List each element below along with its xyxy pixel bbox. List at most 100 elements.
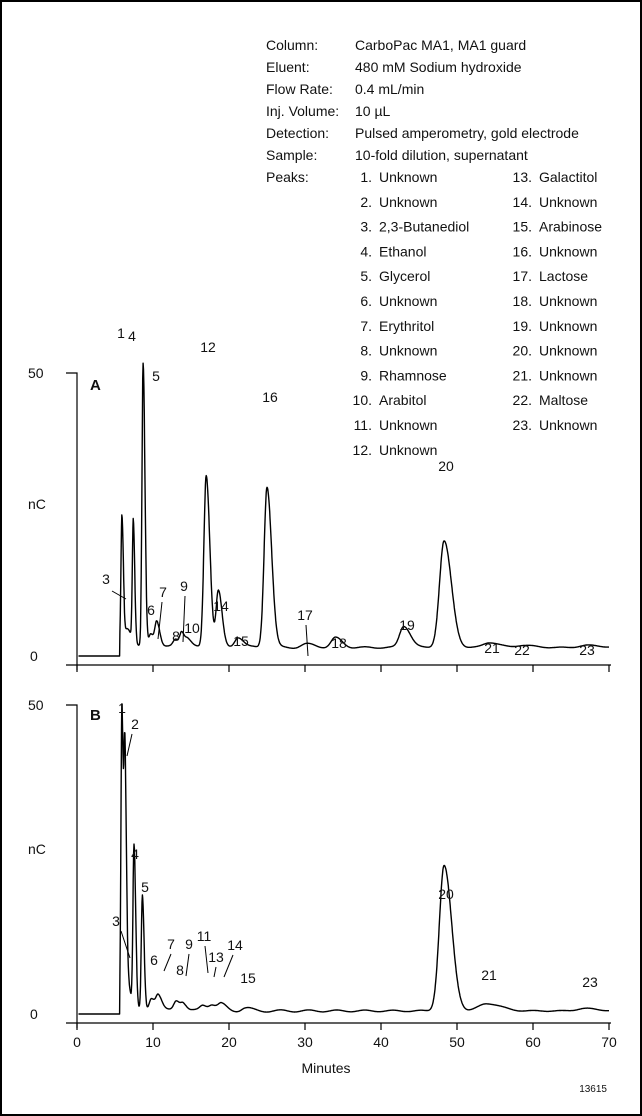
- peak-label: 8: [172, 628, 180, 644]
- peak-number: 17.: [513, 268, 532, 284]
- peak-label: 3: [102, 571, 110, 587]
- peak-name: Unknown: [379, 442, 437, 458]
- peak-label: 5: [141, 879, 149, 895]
- peak-label: 15: [233, 633, 249, 649]
- peak-number: 19.: [513, 318, 532, 334]
- x-tick-label: 30: [297, 1034, 313, 1050]
- x-tick-label: 70: [601, 1034, 617, 1050]
- peak-name: Unknown: [379, 343, 437, 359]
- peak-leader-line: [204, 945, 209, 974]
- x-tick-label: 50: [449, 1034, 465, 1050]
- y-tick-label: 50: [28, 365, 44, 381]
- peak-label: 22: [514, 642, 530, 658]
- peak-name: Unknown: [539, 343, 597, 359]
- peak-leader-line: [120, 930, 131, 959]
- figure-id: 13615: [579, 1084, 607, 1095]
- condition-label: Sample:: [266, 147, 317, 163]
- y-tick-label: 0: [30, 648, 38, 664]
- peak-name: Unknown: [539, 318, 597, 334]
- peak-name: 2,3-Butanediol: [379, 219, 469, 235]
- peak-label: 23: [579, 642, 595, 658]
- condition-value: Pulsed amperometry, gold electrode: [355, 125, 579, 141]
- peak-name: Ethanol: [379, 243, 426, 259]
- peak-number: 6.: [360, 293, 372, 309]
- peak-label: 10: [184, 620, 200, 636]
- peak-leader-line: [182, 595, 186, 643]
- peak-leader-line: [213, 966, 217, 978]
- peak-label: 7: [167, 936, 175, 952]
- peak-name: Rhamnose: [379, 367, 447, 383]
- x-tick-label: 60: [525, 1034, 541, 1050]
- peak-label: 7: [159, 584, 167, 600]
- peak-name: Unknown: [539, 194, 597, 210]
- peak-label: 5: [152, 368, 160, 384]
- peak-name: Unknown: [379, 293, 437, 309]
- peak-number: 1.: [360, 169, 372, 185]
- peak-leader-line: [163, 953, 172, 972]
- condition-value: CarboPac MA1, MA1 guard: [355, 37, 526, 53]
- peak-label: 14: [213, 598, 229, 614]
- peak-label: 19: [399, 617, 415, 633]
- peak-number: 20.: [513, 343, 532, 359]
- condition-value: 480 mM Sodium hydroxide: [355, 59, 522, 75]
- panel-label: A: [90, 377, 101, 394]
- peak-name: Unknown: [379, 194, 437, 210]
- peak-number: 12.: [353, 442, 372, 458]
- peak-leader-line: [126, 733, 133, 757]
- y-tick-label: 50: [28, 697, 44, 713]
- peak-name: Unknown: [539, 243, 597, 259]
- peak-leader-line: [305, 624, 309, 657]
- peak-label: 23: [582, 974, 598, 990]
- peak-number: 5.: [360, 268, 372, 284]
- x-axis-label: Minutes: [301, 1060, 350, 1076]
- y-axis-label: nC: [28, 496, 46, 512]
- peak-number: 21.: [513, 367, 532, 383]
- peak-label: 3: [112, 913, 120, 929]
- peak-name: Arabitol: [379, 392, 426, 408]
- peak-name: Unknown: [539, 417, 597, 433]
- peak-label: 2: [131, 716, 139, 732]
- condition-value: 10 µL: [355, 103, 391, 119]
- peak-name: Erythritol: [379, 318, 434, 334]
- peak-label: 21: [484, 640, 500, 656]
- peak-label: 4: [131, 846, 139, 862]
- x-tick-label: 40: [373, 1034, 389, 1050]
- y-axis: [66, 704, 78, 1028]
- peak-label: 9: [185, 936, 193, 952]
- peak-label: 1: [118, 700, 126, 716]
- peak-name: Lactose: [539, 268, 588, 284]
- peak-name: Unknown: [539, 293, 597, 309]
- peak-name: Unknown: [539, 367, 597, 383]
- peak-number: 10.: [353, 392, 372, 408]
- peak-label: 6: [150, 952, 158, 968]
- condition-label: Inj. Volume:: [266, 103, 339, 119]
- peak-label: 14: [227, 937, 243, 953]
- x-tick-label: 20: [221, 1034, 237, 1050]
- peak-number: 8.: [360, 343, 372, 359]
- chromatogram-panel-a: 50 0 nC A 1 3 4 5 67 8 9 10 12 14 15 16 17 18 19 20 21 22 23: [28, 325, 611, 672]
- y-axis-label: nC: [28, 841, 46, 857]
- peak-name: Glycerol: [379, 268, 430, 284]
- peak-number: 2.: [360, 194, 372, 210]
- peak-label: 18: [331, 635, 347, 651]
- peak-leader-line: [223, 954, 234, 978]
- peak-number: 11.: [354, 417, 372, 433]
- condition-label: Column:: [266, 37, 318, 53]
- peak-label: 21: [481, 967, 497, 983]
- peak-leader-line: [157, 601, 163, 640]
- condition-label: Eluent:: [266, 59, 310, 75]
- peak-label: 20: [438, 886, 454, 902]
- peak-label: 6: [147, 602, 155, 618]
- peak-label: 12: [200, 339, 216, 355]
- peaks-heading: Peaks:: [266, 169, 309, 185]
- peak-number: 4.: [360, 243, 372, 259]
- peak-number: 22.: [513, 392, 532, 408]
- peak-number: 7.: [360, 318, 372, 334]
- peak-name: Maltose: [539, 392, 588, 408]
- chromatogram-trace: [78, 362, 610, 657]
- peak-label: 11: [197, 928, 212, 944]
- y-tick-label: 0: [30, 1006, 38, 1022]
